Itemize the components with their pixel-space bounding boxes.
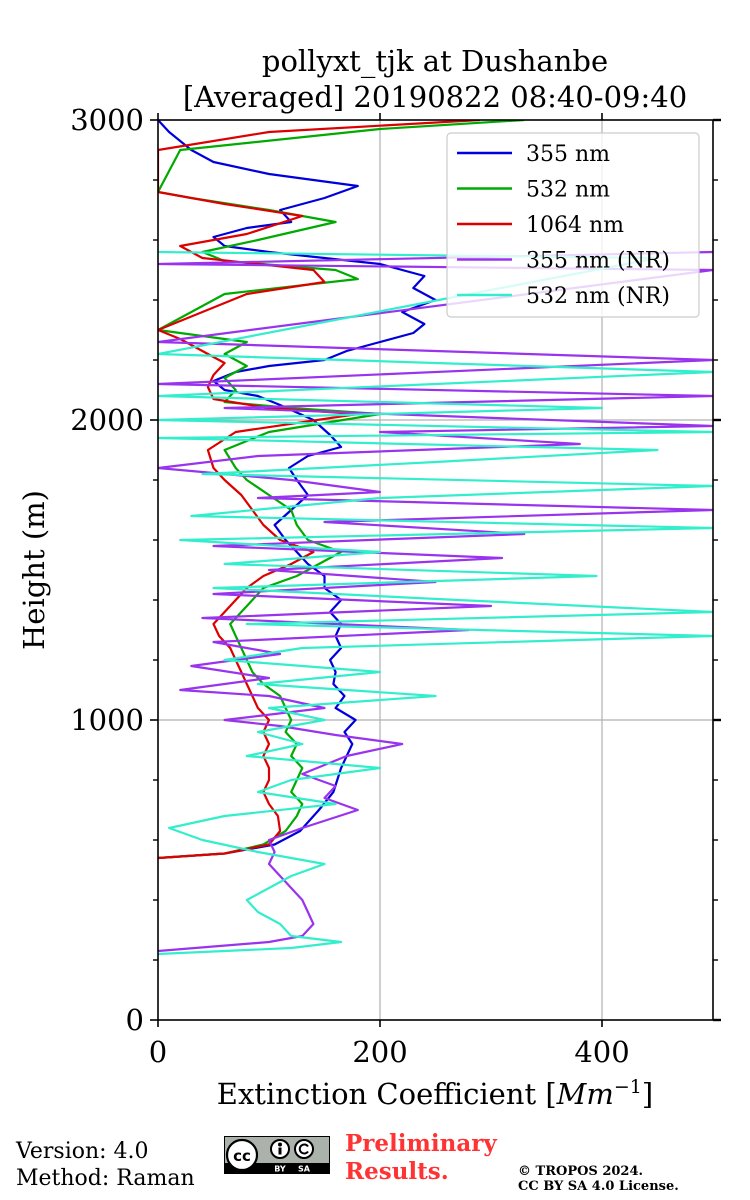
svg-text:cc: cc [233,1147,251,1165]
extinction-profile-chart: pollyxt_tjk at Dushanbe [Averaged] 20190… [17,44,721,1111]
series-lines [158,120,713,956]
x-tick-label: 400 [574,1035,629,1069]
chart-title-line2: [Averaged] 20190822 08:40-09:40 [183,80,687,114]
copyright-line1: © TROPOS 2024. [518,1164,644,1179]
legend: 355 nm 532 nm 1064 nm 355 nm (NR) 532 nm (NR… [446,132,700,318]
y-tick-label: 2000 [70,403,144,437]
y-tick-label: 1000 [70,703,144,737]
copyright-notice: © TROPOS 2024. CC BY SA 4.0 License. [518,1164,679,1194]
preliminary-results-note: Preliminary Results. [345,1130,497,1186]
chart-title-line1: pollyxt_tjk at Dushanbe [262,44,608,79]
legend-label-1064-nm: 1064 nm [526,213,624,238]
legend-label-532-nm-nr: 532 nm (NR) [526,284,670,309]
sa-share-alike-icon [294,1139,314,1159]
legend-label-355-nm: 355 nm [526,142,610,167]
y-tick-label: 0 [126,1003,144,1037]
cc-icon [225,1138,259,1172]
series-line-1064-nm [158,120,480,860]
copyright-line2: CC BY SA 4.0 License. [518,1179,679,1194]
preliminary-line1: Preliminary [345,1130,497,1157]
series-line-532-nm-nr [158,250,713,956]
y-tick-label: 3000 [70,103,144,137]
svg-text:BY: BY [274,1165,286,1174]
legend-label-355-nm-nr: 355 nm (NR) [526,249,670,274]
cc-by-sa-license-icon: cc BY SA [224,1136,330,1174]
x-axis-label: Extinction Coefficient [Mm−1] [217,1076,653,1111]
y-axis-label: Height (m) [17,490,51,650]
legend-label-532-nm: 532 nm [526,178,610,203]
method-text: Method: Raman [16,1166,195,1191]
series-line-355-nm-nr [158,250,713,953]
preliminary-line2: Results. [345,1158,449,1185]
svg-text:SA: SA [298,1165,311,1174]
axis-ticks: 0 200 400 0 1000 2000 3000 [70,103,721,1069]
version-text: Version: 4.0 [16,1139,149,1164]
footer-info: Version: 4.0 Method: Raman [16,1138,195,1192]
x-tick-label: 0 [149,1035,167,1069]
legend-box [446,132,700,318]
series-line-355-nm [158,120,437,860]
plot-frame [157,119,714,1021]
x-tick-label: 200 [352,1035,407,1069]
